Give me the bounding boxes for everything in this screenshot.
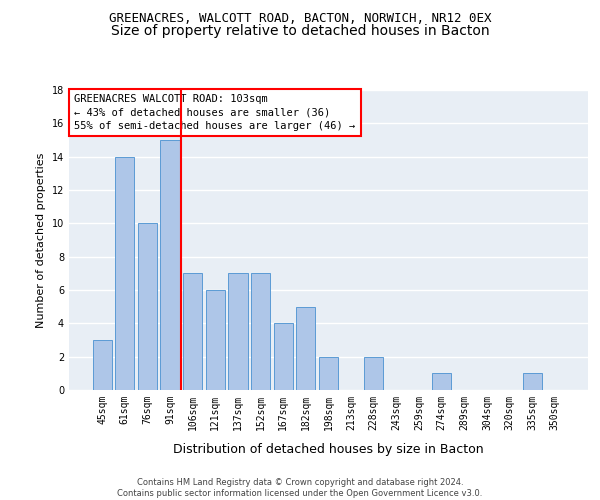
Text: GREENACRES, WALCOTT ROAD, BACTON, NORWICH, NR12 0EX: GREENACRES, WALCOTT ROAD, BACTON, NORWIC…: [109, 12, 491, 26]
Text: GREENACRES WALCOTT ROAD: 103sqm
← 43% of detached houses are smaller (36)
55% of: GREENACRES WALCOTT ROAD: 103sqm ← 43% of…: [74, 94, 355, 131]
Bar: [92, 340, 112, 390]
Bar: [274, 324, 293, 390]
Text: Contains HM Land Registry data © Crown copyright and database right 2024.
Contai: Contains HM Land Registry data © Crown c…: [118, 478, 482, 498]
Text: Distribution of detached houses by size in Bacton: Distribution of detached houses by size …: [173, 442, 484, 456]
Bar: [229, 274, 248, 390]
Bar: [251, 274, 270, 390]
Bar: [523, 374, 542, 390]
Bar: [206, 290, 225, 390]
Y-axis label: Number of detached properties: Number of detached properties: [36, 152, 46, 328]
Bar: [183, 274, 202, 390]
Text: Size of property relative to detached houses in Bacton: Size of property relative to detached ho…: [110, 24, 490, 38]
Bar: [364, 356, 383, 390]
Bar: [296, 306, 316, 390]
Bar: [319, 356, 338, 390]
Bar: [138, 224, 157, 390]
Bar: [160, 140, 180, 390]
Bar: [115, 156, 134, 390]
Bar: [432, 374, 451, 390]
